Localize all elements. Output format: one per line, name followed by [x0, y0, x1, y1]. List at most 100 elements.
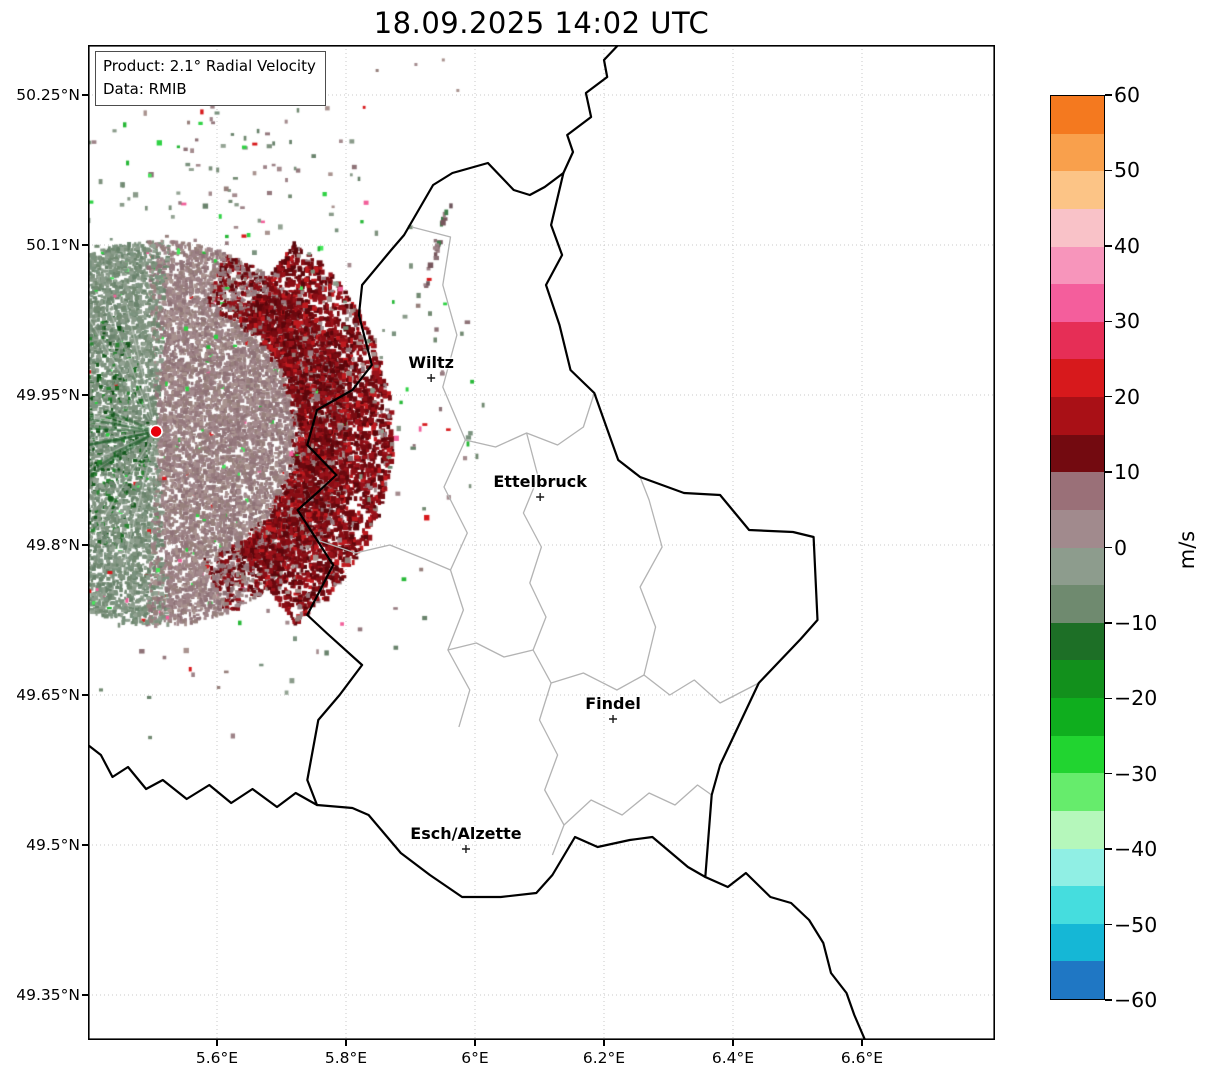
district-border [550, 672, 760, 704]
lat-tick-label: 49.95°N [16, 386, 80, 404]
lat-tick-label: 49.8°N [26, 536, 80, 554]
city-marker [536, 493, 545, 501]
colorbar-segment [1051, 284, 1104, 322]
colorbar-tick-label: 40 [1114, 233, 1141, 258]
plot-frame [88, 45, 995, 1040]
lon-tick-label: 6.6°E [840, 1049, 884, 1067]
lon-tick-mark [732, 1040, 734, 1046]
colorbar-tick-mark [1105, 622, 1112, 624]
colorbar-tick-mark [1105, 697, 1112, 700]
district-border [316, 539, 451, 571]
city-label: Wiltz [408, 353, 454, 372]
colorbar-tick-label: −40 [1114, 837, 1158, 862]
colorbar-tick-mark [1105, 546, 1112, 549]
colorbar-segment [1051, 509, 1104, 548]
city-label: Findel [585, 694, 641, 713]
lon-tick-label: 5.6°E [195, 1049, 239, 1067]
lat-tick-mark [82, 994, 88, 996]
colorbar-segment [1051, 886, 1104, 924]
map-borders-layer [88, 45, 995, 1040]
colorbar-tick-mark [1105, 999, 1112, 1001]
colorbar-segment [1051, 698, 1104, 736]
colorbar-tick-mark [1105, 773, 1112, 775]
national-border [704, 871, 867, 1040]
colorbar-segment [1051, 246, 1104, 285]
district-border [465, 392, 595, 448]
colorbar-tick-label: 60 [1114, 83, 1141, 107]
data-source-line: Data: RMIB [103, 79, 187, 98]
lon-tick-mark [861, 1040, 863, 1046]
colorbar-segment [1051, 171, 1104, 209]
lon-tick-mark [345, 1040, 347, 1046]
district-border [639, 476, 663, 676]
colorbar-segment [1051, 472, 1104, 510]
city-marker [609, 715, 618, 723]
national-border [562, 45, 620, 175]
colorbar-segment [1051, 660, 1104, 698]
lat-tick-mark [82, 844, 88, 846]
colorbar [1050, 95, 1105, 1000]
colorbar-segment [1051, 848, 1104, 887]
lat-tick-label: 50.1°N [26, 236, 80, 254]
colorbar-tick-label: −30 [1114, 761, 1158, 786]
lat-tick-mark [82, 94, 88, 96]
colorbar-segment [1051, 923, 1104, 962]
radar-site-marker [149, 424, 163, 439]
lon-tick-label: 6°E [461, 1049, 489, 1067]
lon-tick-mark [603, 1040, 605, 1046]
colorbar-segment [1051, 321, 1104, 360]
colorbar-tick-label: −10 [1114, 610, 1158, 635]
colorbar-tick-mark [1105, 848, 1112, 850]
city-label: Esch/Alzette [410, 824, 522, 843]
colorbar-segment [1051, 208, 1104, 247]
district-border [563, 784, 713, 826]
colorbar-segment [1051, 547, 1104, 586]
lon-tick-label: 6.4°E [711, 1049, 755, 1067]
lon-tick-mark [216, 1040, 218, 1046]
radar-velocity-field [88, 45, 995, 1040]
colorbar-tick-label: −60 [1114, 988, 1158, 1012]
lat-tick-mark [82, 244, 88, 246]
lon-tick-mark [474, 1040, 476, 1046]
colorbar-tick-label: 30 [1114, 309, 1141, 334]
product-info-box: Product: 2.1° Radial Velocity Data: RMIB [95, 51, 326, 106]
city-label: Ettelbruck [493, 472, 587, 491]
lon-tick-label: 5.8°E [324, 1049, 368, 1067]
colorbar-tick-label: 50 [1114, 158, 1141, 183]
colorbar-segment [1051, 585, 1104, 623]
colorbar-tick-mark [1105, 923, 1112, 926]
lat-tick-label: 49.35°N [16, 986, 80, 1004]
colorbar-segment [1051, 133, 1104, 172]
colorbar-segment [1051, 961, 1104, 999]
colorbar-segment [1051, 397, 1104, 435]
city-marker [461, 845, 470, 853]
colorbar-unit-label: m/s [1175, 530, 1199, 570]
lat-tick-label: 49.5°N [26, 836, 80, 854]
city-marker [427, 374, 436, 382]
figure-title: 18.09.2025 14:02 UTC [373, 6, 710, 40]
colorbar-tick-mark [1105, 245, 1112, 247]
colorbar-tick-label: −50 [1114, 912, 1158, 937]
lat-tick-label: 49.65°N [16, 686, 80, 704]
colorbar-segment [1051, 810, 1104, 849]
lat-tick-mark [82, 694, 88, 696]
national-border [296, 161, 819, 899]
colorbar-segment [1051, 735, 1104, 774]
colorbar-tick-mark [1105, 395, 1112, 398]
colorbar-segment [1051, 434, 1104, 473]
colorbar-tick-label: −20 [1114, 686, 1158, 711]
colorbar-tick-label: 20 [1114, 384, 1141, 409]
colorbar-tick-label: 0 [1114, 535, 1128, 560]
map-plot-area: Wiltz Ettelbruck Findel Esch/Alzette Produc… [88, 45, 995, 1040]
lat-tick-label: 50.25°N [16, 86, 80, 104]
colorbar-tick-mark [1105, 169, 1112, 172]
colorbar-tick-mark [1105, 320, 1112, 322]
lat-tick-mark [82, 544, 88, 546]
lat-tick-mark [82, 394, 88, 396]
district-border [447, 642, 534, 658]
colorbar-gradient [1051, 96, 1104, 999]
colorbar-segment [1051, 773, 1104, 811]
colorbar-segment [1051, 96, 1104, 134]
colorbar-segment [1051, 359, 1104, 397]
